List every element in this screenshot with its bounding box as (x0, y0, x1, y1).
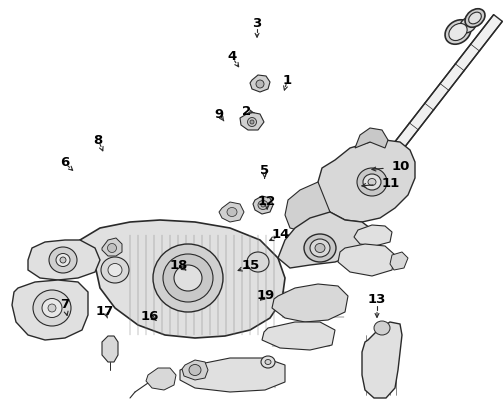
Polygon shape (253, 196, 273, 214)
Ellipse shape (163, 254, 213, 302)
Polygon shape (318, 140, 415, 222)
Polygon shape (390, 252, 408, 270)
Text: 14: 14 (272, 228, 290, 241)
Polygon shape (262, 322, 335, 350)
Text: 16: 16 (141, 310, 159, 323)
Text: 7: 7 (60, 298, 69, 311)
Text: 3: 3 (253, 17, 262, 30)
Ellipse shape (33, 290, 71, 326)
Text: 8: 8 (94, 133, 103, 147)
Polygon shape (272, 284, 348, 322)
Ellipse shape (261, 203, 265, 207)
Ellipse shape (310, 239, 330, 257)
Polygon shape (341, 15, 502, 218)
Polygon shape (219, 202, 244, 222)
Polygon shape (182, 360, 208, 380)
Text: 10: 10 (392, 160, 410, 173)
Ellipse shape (48, 304, 56, 312)
Ellipse shape (465, 9, 485, 27)
Ellipse shape (256, 80, 264, 88)
Text: 19: 19 (257, 289, 275, 302)
Text: 5: 5 (260, 164, 269, 178)
Ellipse shape (101, 257, 129, 283)
Ellipse shape (247, 252, 269, 272)
Ellipse shape (304, 234, 336, 262)
Polygon shape (355, 128, 388, 148)
Ellipse shape (227, 208, 237, 216)
Ellipse shape (108, 264, 122, 276)
Ellipse shape (315, 243, 325, 253)
Ellipse shape (42, 299, 62, 318)
Text: 6: 6 (60, 156, 69, 169)
Text: 11: 11 (382, 177, 400, 190)
Ellipse shape (368, 178, 376, 185)
Polygon shape (80, 220, 285, 338)
Ellipse shape (49, 247, 77, 273)
Ellipse shape (60, 257, 66, 263)
Ellipse shape (265, 360, 271, 365)
Ellipse shape (445, 20, 471, 44)
Text: 9: 9 (215, 108, 224, 121)
Polygon shape (338, 244, 395, 276)
Polygon shape (250, 75, 270, 92)
Text: 2: 2 (242, 105, 251, 118)
Text: 1: 1 (283, 74, 292, 87)
Ellipse shape (449, 23, 467, 40)
Text: 18: 18 (170, 259, 188, 272)
Polygon shape (12, 280, 88, 340)
Ellipse shape (174, 265, 202, 291)
Text: 13: 13 (368, 293, 386, 307)
Ellipse shape (357, 168, 387, 196)
Polygon shape (354, 225, 392, 246)
Text: 4: 4 (227, 50, 236, 63)
Ellipse shape (250, 120, 254, 124)
Text: 15: 15 (242, 259, 260, 272)
Ellipse shape (189, 365, 201, 375)
Polygon shape (102, 336, 118, 362)
Polygon shape (285, 182, 330, 232)
Polygon shape (278, 212, 370, 268)
Ellipse shape (363, 174, 381, 190)
Text: 12: 12 (258, 194, 276, 208)
Ellipse shape (56, 253, 70, 267)
Ellipse shape (153, 244, 223, 312)
Polygon shape (28, 240, 100, 280)
Ellipse shape (469, 12, 481, 24)
Polygon shape (102, 238, 122, 256)
Polygon shape (240, 112, 264, 130)
Ellipse shape (460, 17, 476, 33)
Polygon shape (146, 368, 176, 390)
Ellipse shape (261, 356, 275, 368)
Polygon shape (362, 322, 402, 398)
Ellipse shape (258, 201, 268, 209)
Ellipse shape (107, 243, 116, 253)
Polygon shape (180, 358, 285, 392)
Text: 17: 17 (96, 304, 114, 318)
Ellipse shape (374, 321, 390, 335)
Ellipse shape (247, 117, 257, 126)
